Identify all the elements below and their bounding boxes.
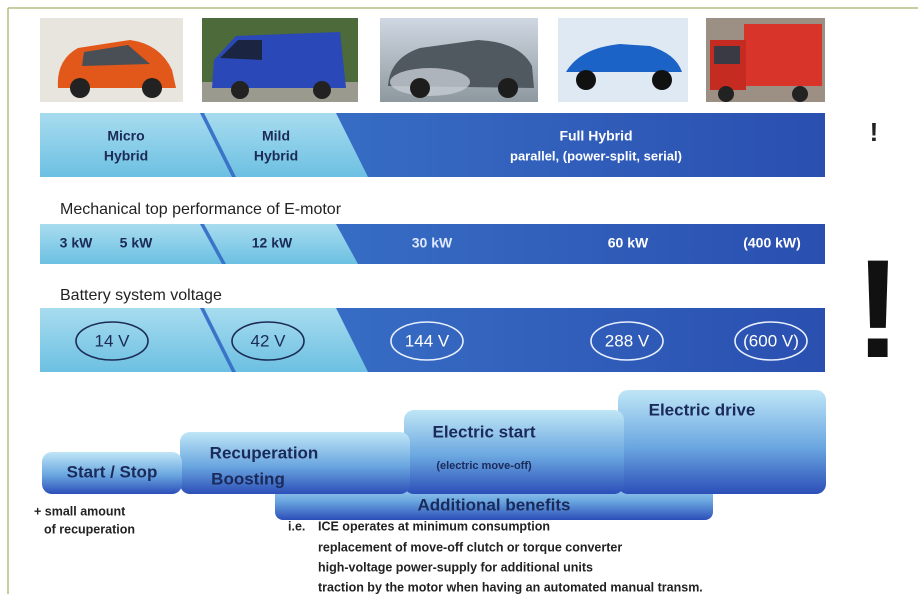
voltage-value: (600 V): [743, 331, 799, 350]
exclamation: !: [870, 117, 879, 147]
motor-value: 30 kW: [412, 235, 453, 251]
motor-value: 3 kW: [60, 235, 93, 251]
motor-section: [204, 224, 358, 264]
hybrid-label: Full Hybrid: [559, 128, 632, 144]
note: ICE operates at minimum consumption: [318, 519, 550, 533]
photo: [40, 18, 183, 102]
voltage-ellipse: [590, 321, 664, 361]
note: traction by the motor when having an aut…: [318, 580, 703, 594]
voltage-ellipse: [75, 321, 149, 361]
voltage-value: 144 V: [405, 331, 450, 350]
photo: [202, 18, 358, 102]
motor-section: [40, 224, 222, 264]
function-box: [180, 432, 410, 494]
hybrid-label: parallel, (power-split, serial): [510, 148, 682, 163]
voltage-value: 288 V: [605, 331, 650, 350]
battery-section: [40, 308, 232, 372]
hybrid-label: Hybrid: [104, 148, 148, 164]
voltage-ellipse: [231, 321, 305, 361]
function-box: [404, 410, 624, 494]
motor-value: 5 kW: [120, 235, 153, 251]
micro-section: [40, 113, 232, 177]
motor-value: 60 kW: [608, 235, 649, 251]
voltage-value: 42 V: [251, 331, 287, 350]
function-label: Additional benefits: [418, 495, 571, 514]
function-label: Electric start: [433, 422, 536, 441]
note: + small amount: [34, 504, 126, 518]
photo: [380, 18, 538, 102]
function-box: [618, 390, 826, 494]
note: of recuperation: [44, 522, 135, 536]
photo: [558, 18, 688, 102]
function-label: Electric drive: [649, 400, 756, 419]
function-label: Recuperation: [210, 443, 319, 462]
voltage-value: 14 V: [95, 331, 131, 350]
section-title: Mechanical top performance of E-motor: [60, 201, 342, 218]
hybrid-label: Micro: [107, 128, 144, 144]
function-note: (electric move-off): [436, 460, 532, 472]
note: replacement of move-off clutch or torque…: [318, 540, 622, 554]
function-box: [42, 452, 182, 494]
function-label: Start / Stop: [67, 462, 158, 481]
hybrid-label: Mild: [262, 128, 290, 144]
section-title: Battery system voltage: [60, 287, 222, 304]
exclamation: !: [855, 230, 902, 387]
note: high-voltage power-supply for additional…: [318, 560, 593, 574]
function-label: Boosting: [211, 469, 285, 488]
mild-section: [204, 113, 368, 177]
note: i.e.: [288, 519, 305, 533]
motor-value: (400 kW): [743, 235, 801, 251]
photo: [706, 18, 825, 102]
hybrid-label: Hybrid: [254, 148, 298, 164]
voltage-ellipse: [390, 321, 464, 361]
voltage-ellipse: [734, 321, 808, 361]
motor-value: 12 kW: [252, 235, 293, 251]
